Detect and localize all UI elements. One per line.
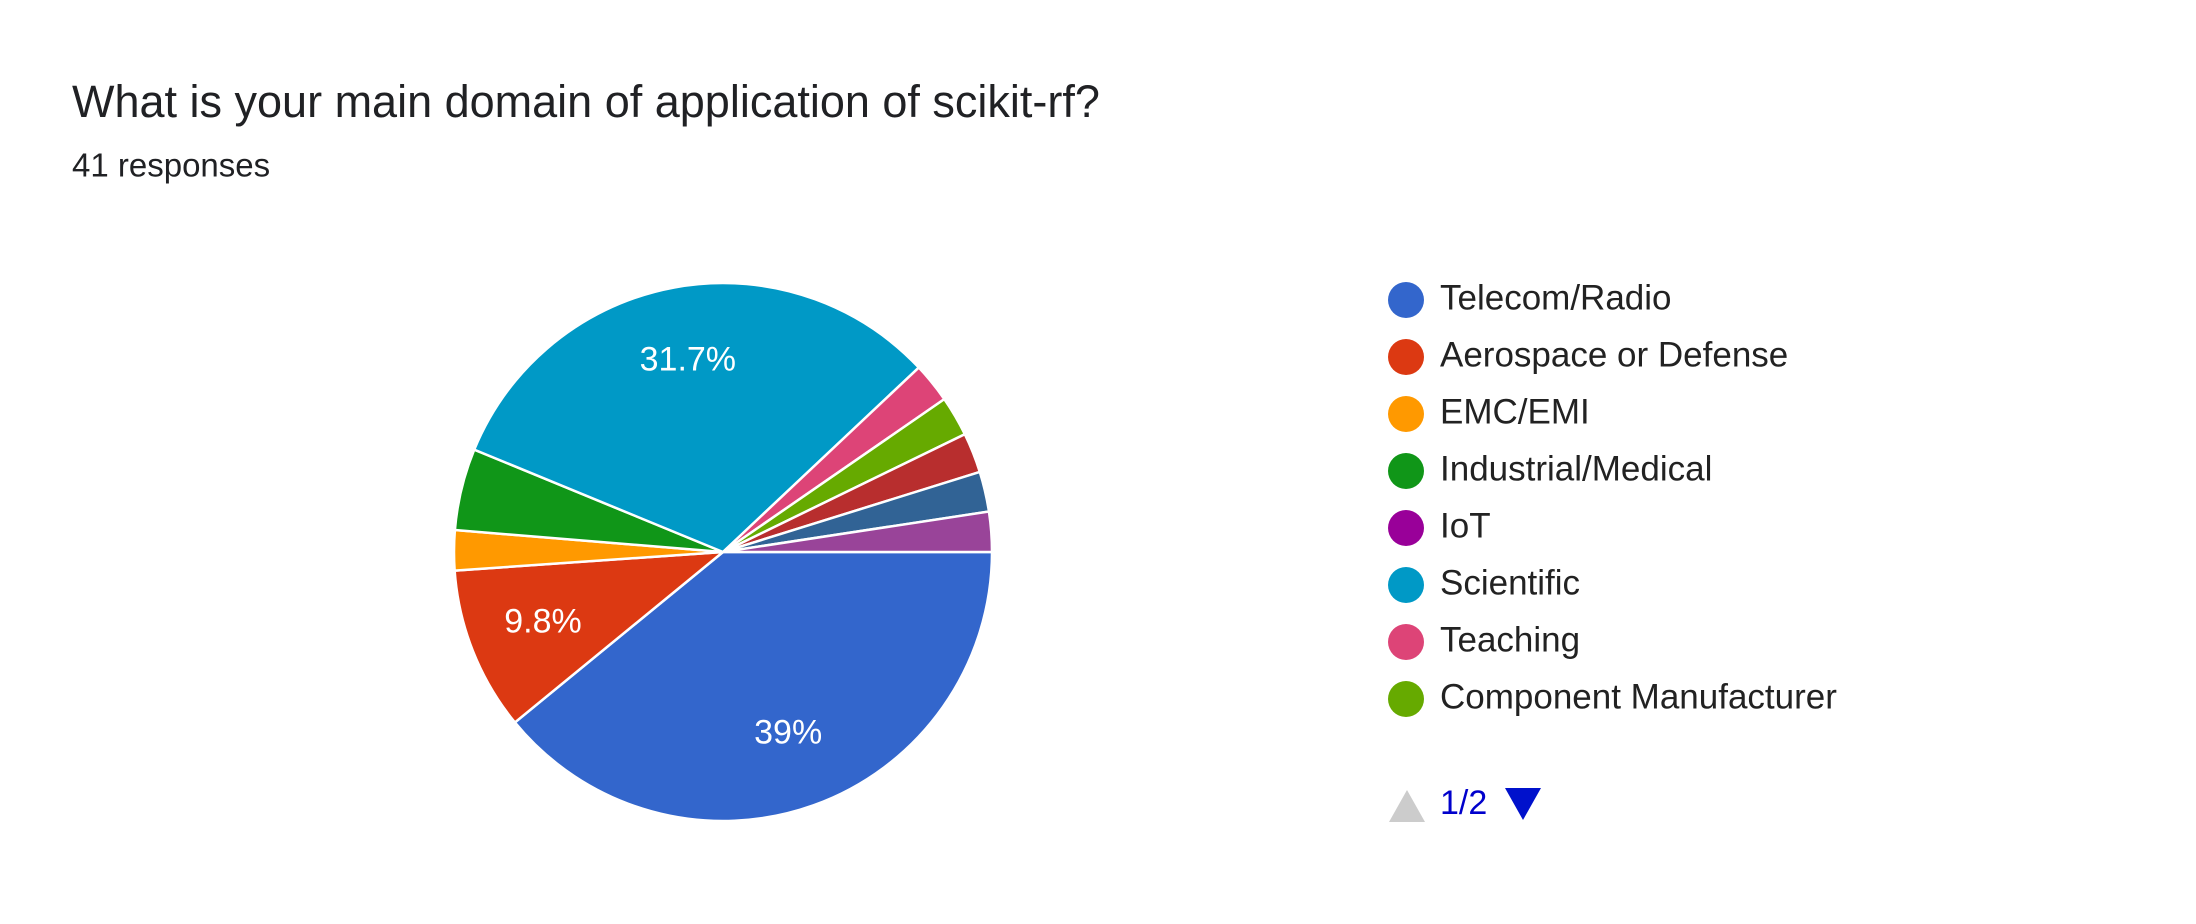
legend-swatch <box>1388 681 1424 717</box>
slice-label: 9.8% <box>504 602 582 640</box>
legend-swatch <box>1388 567 1424 603</box>
legend-swatch <box>1388 396 1424 432</box>
legend-label: EMC/EMI <box>1440 392 1590 431</box>
chart-title: What is your main domain of application … <box>72 76 1100 127</box>
pie-slice <box>513 550 994 823</box>
legend-label: Telecom/Radio <box>1440 278 1672 317</box>
legend-label: Component Manufacturer <box>1440 677 1837 716</box>
pie-slice <box>453 550 727 725</box>
slice-label: 39% <box>754 713 822 751</box>
slice-label: 31.7% <box>640 341 736 379</box>
legend-label: Aerospace or Defense <box>1440 335 1788 374</box>
legend-swatch <box>1388 510 1424 546</box>
legend-label: IoT <box>1440 506 1491 545</box>
legend-swatch <box>1388 453 1424 489</box>
pie-slice <box>472 281 921 554</box>
legend-swatch <box>1388 282 1424 318</box>
chart-subtitle: 41 responses <box>72 147 270 184</box>
legend-swatch <box>1388 339 1424 375</box>
legend-label: Scientific <box>1440 563 1580 602</box>
legend-swatch <box>1388 624 1424 660</box>
legend-label: Teaching <box>1440 620 1580 659</box>
legend-label: Industrial/Medical <box>1440 449 1712 488</box>
legend-page: 1/2 <box>1440 784 1487 822</box>
pie-slice <box>722 510 994 554</box>
legend-next-button[interactable] <box>1505 788 1541 820</box>
legend-prev-button[interactable] <box>1389 790 1425 822</box>
